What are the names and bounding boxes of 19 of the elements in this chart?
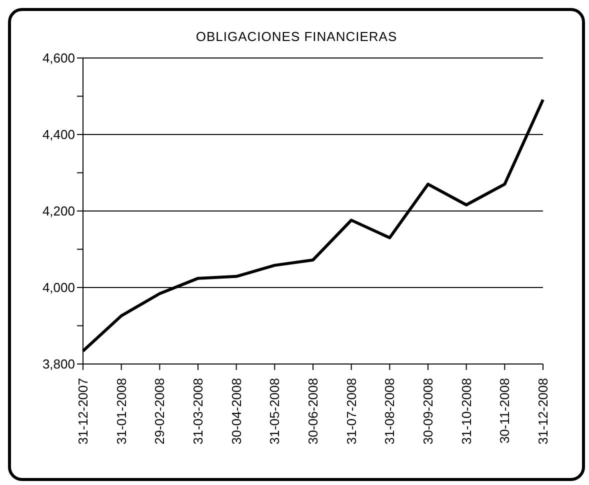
x-tick-label: 31-10-2008 xyxy=(458,378,474,444)
x-tick-label: 31-12-2007 xyxy=(76,378,90,444)
x-tick-label: 29-02-2008 xyxy=(152,378,168,444)
y-tick-label: 4,000 xyxy=(42,280,75,296)
x-tick-label: 31-01-2008 xyxy=(114,378,129,444)
y-tick-label: 4,600 xyxy=(42,50,75,66)
x-tick-label: 31-12-2008 xyxy=(536,378,550,444)
x-tick-label: 30-04-2008 xyxy=(228,378,244,444)
x-tick-label: 30-06-2008 xyxy=(306,378,320,444)
chart-title: OBLIGACIONES FINANCIERAS xyxy=(194,29,398,44)
y-tick-label: 4,400 xyxy=(42,127,75,142)
x-tick-label: 31-08-2008 xyxy=(382,378,398,444)
y-tick-label: 4,200 xyxy=(42,204,75,219)
x-tick-label: 31-03-2008 xyxy=(190,378,206,444)
x-tick-label: 30-11-2008 xyxy=(497,378,512,444)
y-tick-label: 3,800 xyxy=(42,356,75,372)
x-tick-label: 31-05-2008 xyxy=(267,378,282,444)
x-tick-label: 30-09-2008 xyxy=(420,378,436,444)
x-tick-label: 31-07-2008 xyxy=(344,378,359,444)
